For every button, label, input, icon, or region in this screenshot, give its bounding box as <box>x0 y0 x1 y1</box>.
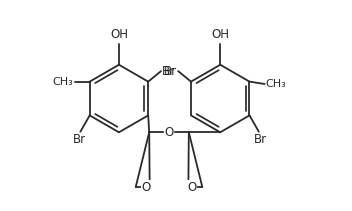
Text: O: O <box>187 181 196 193</box>
Text: O: O <box>142 181 151 193</box>
Text: Br: Br <box>162 65 175 78</box>
Text: Br: Br <box>253 133 266 146</box>
Text: Br: Br <box>73 133 86 146</box>
Text: CH₃: CH₃ <box>266 79 287 89</box>
Text: Br: Br <box>164 65 177 78</box>
Text: O: O <box>164 126 174 139</box>
Text: CH₃: CH₃ <box>53 77 73 87</box>
Text: OH: OH <box>211 28 229 41</box>
Text: OH: OH <box>110 28 128 41</box>
